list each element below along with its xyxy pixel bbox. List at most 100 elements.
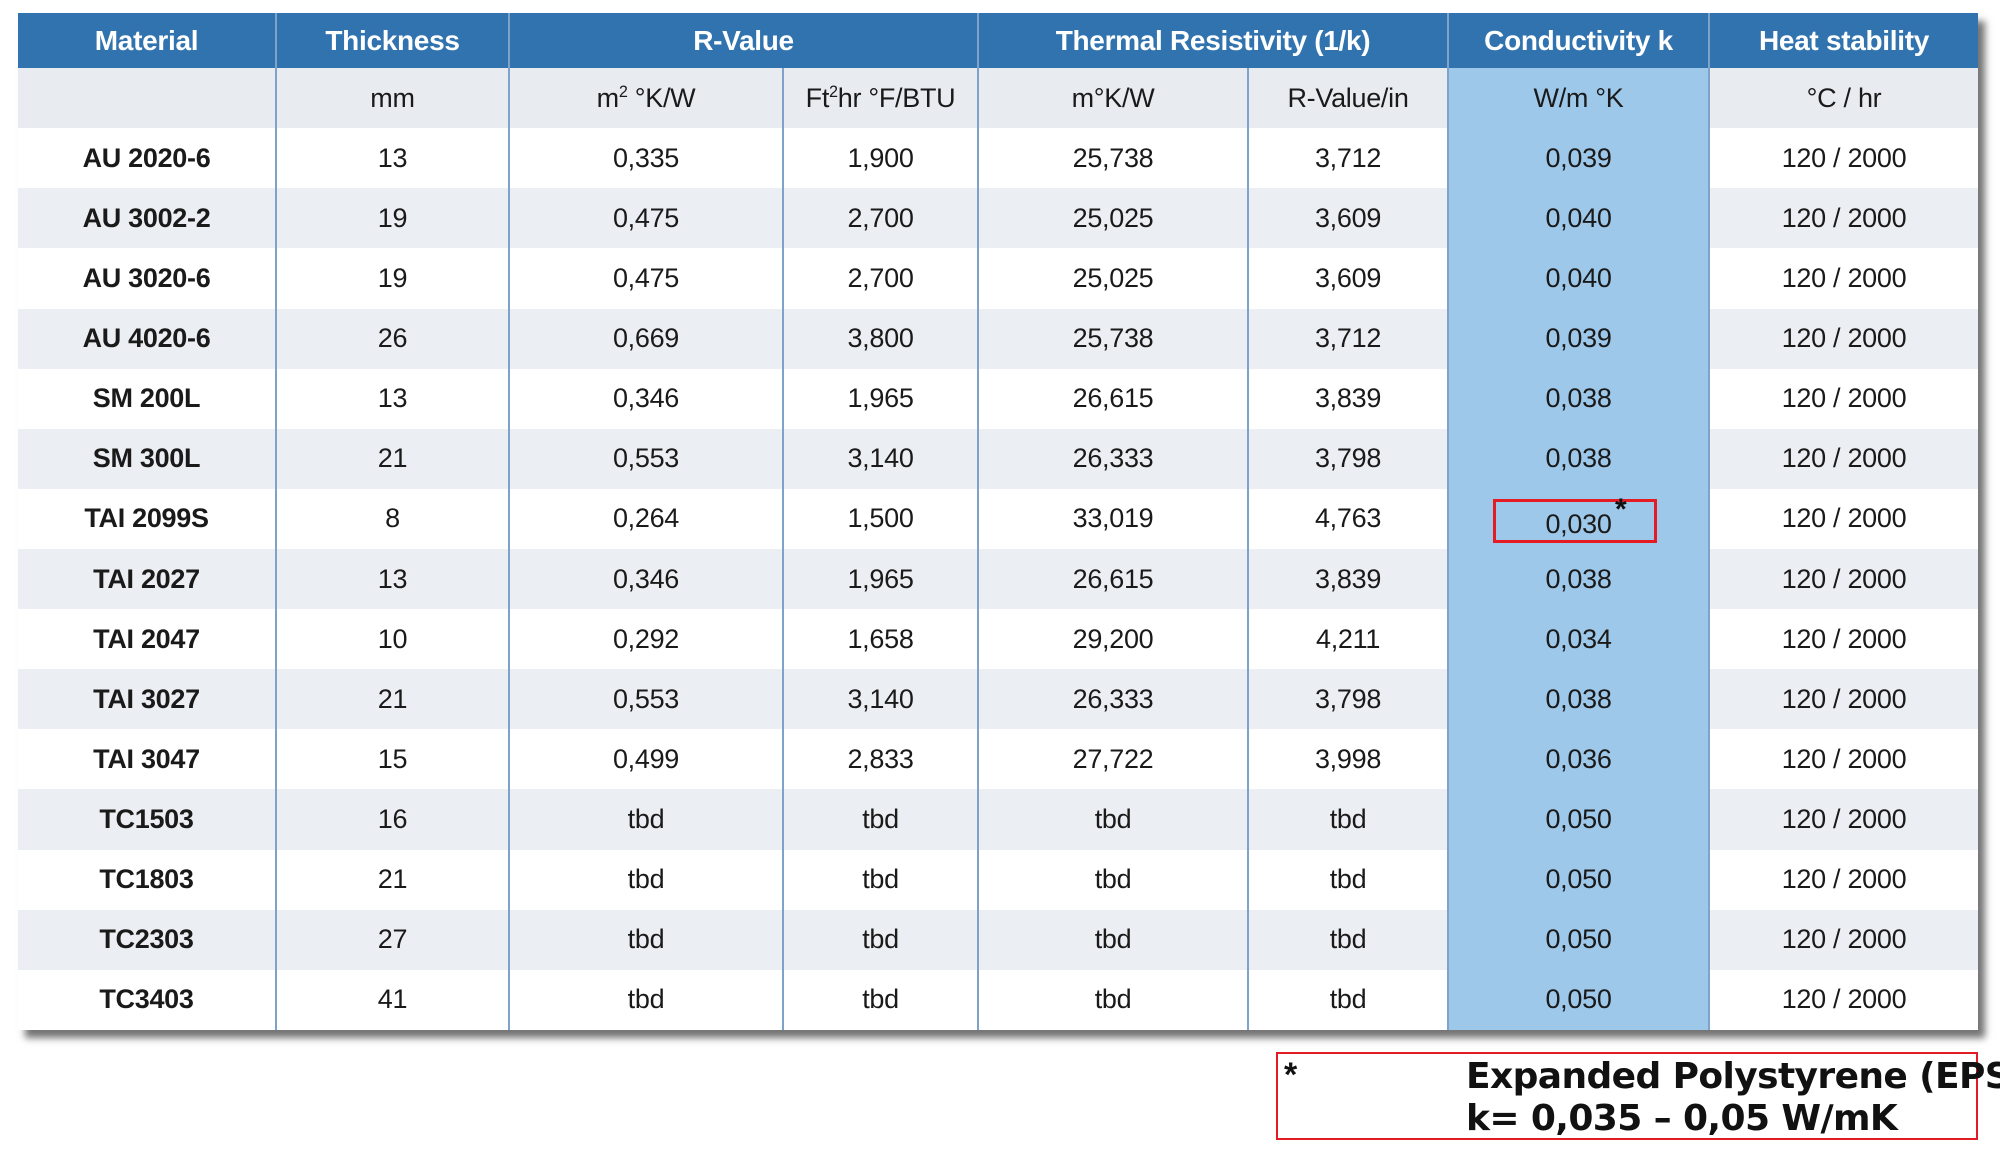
cell-heat-stability: 120 / 2000	[1708, 428, 1979, 489]
cell-conductivity: 0,039	[1447, 128, 1710, 189]
units-material-blank	[18, 68, 276, 129]
cell-material: AU 2020-6	[18, 128, 276, 189]
cell-resistivity-si: tbd	[977, 849, 1249, 910]
cell-resistivity-per-inch: 3,712	[1247, 308, 1449, 369]
cell-r-value-si: tbd	[508, 849, 783, 910]
cell-thickness: 21	[275, 669, 509, 730]
cell-resistivity-si: tbd	[977, 909, 1249, 970]
units-heat-stability: °C / hr	[1708, 68, 1979, 129]
cell-r-value-si: 0,499	[508, 729, 783, 790]
cell-heat-stability: 120 / 2000	[1708, 609, 1979, 670]
cell-thickness: 10	[275, 609, 509, 670]
table-row: TC1503 16 tbd tbd tbd tbd 0,050 120 / 2000	[18, 789, 1979, 850]
cell-heat-stability: 120 / 2000	[1708, 368, 1979, 429]
table-row: AU 3020-6 19 0,475 2,700 25,025 3,609 0,040 120…	[18, 248, 1979, 309]
cell-material: AU 3020-6	[18, 248, 276, 309]
eps-footnote-box: * Expanded Polystyrene (EPS) k= 0,035 – …	[1276, 1052, 2000, 1140]
cell-material: TAI 3027	[18, 669, 276, 730]
cell-r-value-imperial: 1,500	[781, 488, 979, 549]
cell-resistivity-per-inch: 3,798	[1247, 669, 1449, 730]
table-row: AU 2020-6 13 0,335 1,900 25,738 3,712 0,039 120…	[18, 128, 1979, 189]
cell-heat-stability: 120 / 2000	[1708, 128, 1979, 189]
table-row: AU 4020-6 26 0,669 3,800 25,738 3,712 0,039 120…	[18, 308, 1979, 369]
cell-resistivity-per-inch: 3,839	[1247, 368, 1449, 429]
cell-r-value-si: tbd	[508, 909, 783, 970]
cell-r-value-si: tbd	[508, 969, 783, 1030]
cell-conductivity: 0,040	[1447, 188, 1710, 249]
table-row: TAI 2047 10 0,292 1,658 29,200 4,211 0,034 120 …	[18, 609, 1979, 670]
cell-r-value-imperial: 2,700	[781, 248, 979, 309]
cell-r-value-imperial: 3,800	[781, 308, 979, 369]
cell-heat-stability: 120 / 2000	[1708, 969, 1979, 1030]
units-conductivity: W/m °K	[1447, 68, 1710, 129]
cell-conductivity: 0,050	[1447, 909, 1710, 970]
cell-r-value-imperial: tbd	[781, 969, 979, 1030]
cell-resistivity-per-inch: 3,998	[1247, 729, 1449, 790]
units-resistivity-si: m°K/W	[977, 68, 1249, 129]
units-r-value-imperial: Ft2hr °F/BTU	[781, 68, 979, 129]
cell-thickness: 16	[275, 789, 509, 850]
cell-r-value-imperial: 3,140	[781, 428, 979, 489]
table-row: TC1803 21 tbd tbd tbd tbd 0,050 120 / 2000	[18, 849, 1979, 910]
cell-resistivity-si: 25,738	[977, 128, 1249, 189]
cell-resistivity-per-inch: tbd	[1247, 849, 1449, 910]
cell-thickness: 27	[275, 909, 509, 970]
cell-r-value-imperial: 1,658	[781, 609, 979, 670]
table-row: SM 300L 21 0,553 3,140 26,333 3,798 0,038 120 /…	[18, 428, 1979, 489]
cell-resistivity-per-inch: tbd	[1247, 969, 1449, 1030]
cell-r-value-imperial: tbd	[781, 789, 979, 850]
cell-thickness: 26	[275, 308, 509, 369]
cell-material: SM 200L	[18, 368, 276, 429]
table-row: TAI 3047 15 0,499 2,833 27,722 3,998 0,036 120 …	[18, 729, 1979, 790]
cell-resistivity-si: 25,025	[977, 188, 1249, 249]
cell-r-value-si: 0,264	[508, 488, 783, 549]
units-r-value-si: m2 °K/W	[508, 68, 783, 129]
cell-resistivity-per-inch: tbd	[1247, 909, 1449, 970]
header-heat-stability: Heat stability	[1708, 13, 1979, 69]
cell-conductivity: 0,050	[1447, 969, 1710, 1030]
cell-resistivity-per-inch: 3,712	[1247, 128, 1449, 189]
cell-thickness: 8	[275, 488, 509, 549]
cell-conductivity: 0,050	[1447, 849, 1710, 910]
footnote-asterisk: *	[1284, 1056, 1298, 1094]
table-row: TC2303 27 tbd tbd tbd tbd 0,050 120 / 2000	[18, 909, 1979, 970]
cell-resistivity-si: 33,019	[977, 488, 1249, 549]
insulation-data-table: Material Thickness R-Value Thermal Resis…	[18, 13, 1979, 1030]
cell-heat-stability: 120 / 2000	[1708, 789, 1979, 850]
header-r-value: R-Value	[507, 13, 979, 69]
cell-material: TC2303	[18, 909, 276, 970]
cell-material: AU 3002-2	[18, 188, 276, 249]
header-thermal-resistivity: Thermal Resistivity (1/k)	[977, 13, 1449, 69]
cell-resistivity-si: 26,333	[977, 669, 1249, 730]
cell-resistivity-per-inch: tbd	[1247, 789, 1449, 850]
cell-heat-stability: 120 / 2000	[1708, 248, 1979, 309]
conductivity-highlight-box	[1493, 498, 1658, 543]
cell-material: TAI 2027	[18, 548, 276, 610]
cell-conductivity: 0,039	[1447, 308, 1710, 369]
cell-r-value-si: 0,346	[508, 548, 783, 610]
cell-thickness: 21	[275, 428, 509, 489]
units-thickness: mm	[275, 68, 509, 129]
cell-conductivity: 0,050	[1447, 789, 1710, 850]
cell-resistivity-si: 27,722	[977, 729, 1249, 790]
cell-resistivity-per-inch: 4,763	[1247, 488, 1449, 549]
cell-thickness: 13	[275, 548, 509, 610]
cell-material: AU 4020-6	[18, 308, 276, 369]
cell-material: TC1803	[18, 849, 276, 910]
cell-resistivity-per-inch: 3,798	[1247, 428, 1449, 489]
units-resistivity-per-inch: R-Value/in	[1247, 68, 1449, 129]
cell-conductivity: 0,038	[1447, 669, 1710, 730]
cell-conductivity: 0,030 *	[1447, 488, 1710, 549]
cell-r-value-si: 0,292	[508, 609, 783, 670]
cell-r-value-imperial: tbd	[781, 909, 979, 970]
cell-thickness: 41	[275, 969, 509, 1030]
cell-r-value-imperial: 2,700	[781, 188, 979, 249]
cell-r-value-imperial: 2,833	[781, 729, 979, 790]
cell-material: TC1503	[18, 789, 276, 850]
table-row: AU 3002-2 19 0,475 2,700 25,025 3,609 0,040 120…	[18, 188, 1979, 249]
header-conductivity: Conductivity k	[1447, 13, 1710, 69]
cell-resistivity-per-inch: 3,609	[1247, 188, 1449, 249]
cell-material: TAI 2099S	[18, 488, 276, 549]
cell-thickness: 19	[275, 248, 509, 309]
cell-conductivity: 0,040	[1447, 248, 1710, 309]
